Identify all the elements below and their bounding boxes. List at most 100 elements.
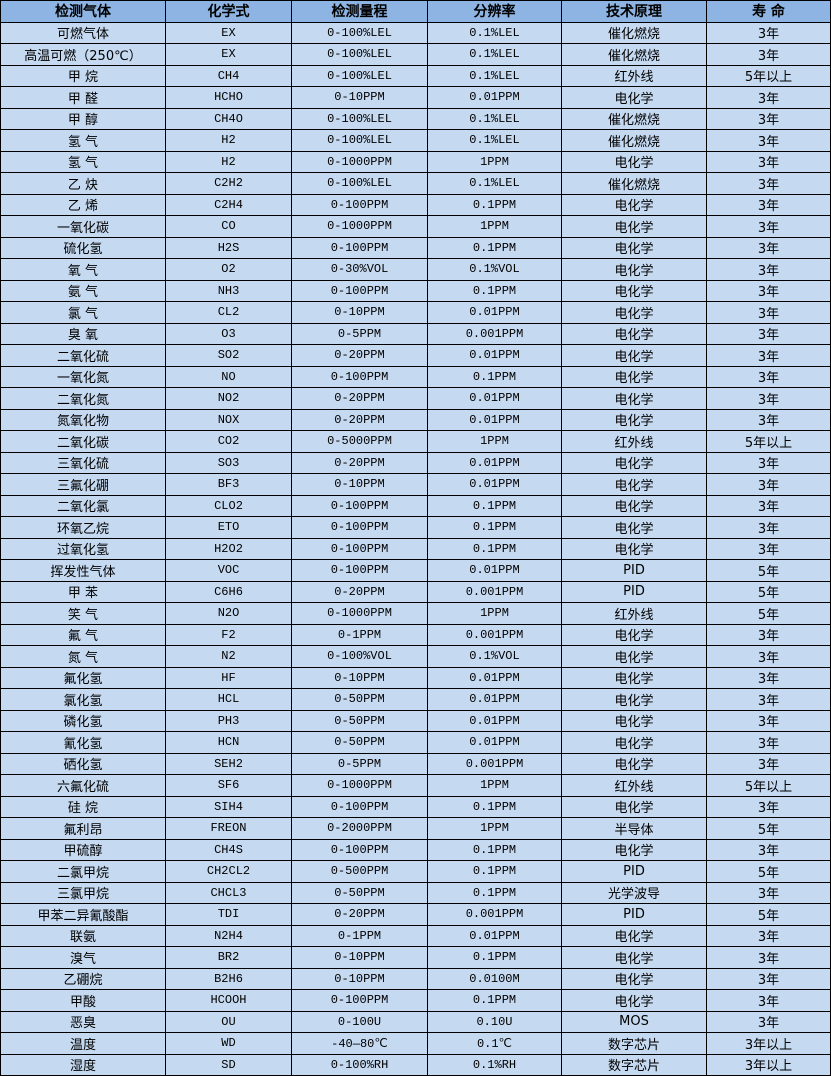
gas-cell: 过氧化氢 (0, 537, 166, 560)
table-row: 温度 WD -40—80℃ 0.1℃ 数字芯片 3年以上 (0, 1032, 831, 1055)
formula-cell: CLO2 (165, 494, 292, 517)
table-row: 氢 气 H2 0-100%LEL 0.1%LEL 催化燃烧 3年 (0, 129, 831, 152)
principle-cell: 电化学 (561, 344, 707, 367)
resolution-cell: 0.01PPM (427, 387, 562, 410)
principle-cell: MOS (561, 1010, 707, 1033)
formula-cell: SO2 (165, 344, 292, 367)
formula-cell: EX (165, 43, 292, 66)
formula-cell: H2O2 (165, 537, 292, 560)
resolution-cell: 0.1PPM (427, 946, 562, 969)
resolution-cell: 0.01PPM (427, 924, 562, 947)
resolution-cell: 0.001PPM (427, 580, 562, 603)
lifetime-cell: 3年 (706, 688, 831, 711)
gas-cell: 氯 气 (0, 301, 166, 324)
table-row: 氮氧化物 NOX 0-20PPM 0.01PPM 电化学 3年 (0, 408, 831, 431)
principle-cell: 电化学 (561, 279, 707, 302)
resolution-cell: 0.001PPM (427, 322, 562, 345)
range-cell: 0-20PPM (291, 451, 428, 474)
formula-cell: SIH4 (165, 795, 292, 818)
range-cell: 0-20PPM (291, 387, 428, 410)
range-cell: 0-100PPM (291, 193, 428, 216)
resolution-cell: 0.01PPM (427, 559, 562, 582)
principle-cell: 电化学 (561, 645, 707, 668)
resolution-cell: 0.1PPM (427, 989, 562, 1012)
lifetime-cell: 3年 (706, 322, 831, 345)
principle-cell: 催化燃烧 (561, 21, 707, 44)
lifetime-cell: 3年 (706, 709, 831, 732)
gas-cell: 高温可燃（250℃） (0, 43, 166, 66)
lifetime-cell: 3年 (706, 387, 831, 410)
formula-cell: CH4S (165, 838, 292, 861)
principle-cell: 电化学 (561, 451, 707, 474)
formula-cell: HF (165, 666, 292, 689)
gas-cell: 温度 (0, 1032, 166, 1055)
table-row: 甲 烷 CH4 0-100%LEL 0.1%LEL 红外线 5年以上 (0, 64, 831, 87)
gas-cell: 六氟化硫 (0, 774, 166, 797)
resolution-cell: 0.1%LEL (427, 129, 562, 152)
table-row: 三氧化硫 SO3 0-20PPM 0.01PPM 电化学 3年 (0, 451, 831, 474)
formula-cell: CL2 (165, 301, 292, 324)
lifetime-cell: 3年 (706, 967, 831, 990)
lifetime-cell: 3年以上 (706, 1032, 831, 1055)
lifetime-cell: 3年 (706, 172, 831, 195)
gas-cell: 笑 气 (0, 602, 166, 625)
formula-cell: NOX (165, 408, 292, 431)
range-cell: 0-10PPM (291, 473, 428, 496)
table-row: 高温可燃（250℃） EX 0-100%LEL 0.1%LEL 催化燃烧 3年 (0, 43, 831, 66)
header-gas: 检测气体 (0, 0, 166, 23)
lifetime-cell: 3年 (706, 408, 831, 431)
table-row: 甲 苯 C6H6 0-20PPM 0.001PPM PID 5年 (0, 580, 831, 603)
gas-cell: 二氯甲烷 (0, 860, 166, 883)
principle-cell: 催化燃烧 (561, 129, 707, 152)
principle-cell: 电化学 (561, 709, 707, 732)
table-row: 甲硫醇 CH4S 0-100PPM 0.1PPM 电化学 3年 (0, 838, 831, 861)
range-cell: 0-20PPM (291, 408, 428, 431)
range-cell: 0-100%LEL (291, 172, 428, 195)
range-cell: 0-10PPM (291, 967, 428, 990)
lifetime-cell: 3年 (706, 107, 831, 130)
range-cell: 0-100PPM (291, 279, 428, 302)
principle-cell: 电化学 (561, 473, 707, 496)
range-cell: 0-1PPM (291, 924, 428, 947)
gas-cell: 硫化氢 (0, 236, 166, 259)
formula-cell: CH4O (165, 107, 292, 130)
formula-cell: F2 (165, 623, 292, 646)
principle-cell: PID (561, 903, 707, 926)
lifetime-cell: 3年 (706, 666, 831, 689)
range-cell: 0-100%LEL (291, 64, 428, 87)
range-cell: 0-20PPM (291, 903, 428, 926)
principle-cell: 电化学 (561, 731, 707, 754)
resolution-cell: 0.01PPM (427, 688, 562, 711)
range-cell: 0-2000PPM (291, 817, 428, 840)
range-cell: -40—80℃ (291, 1032, 428, 1055)
principle-cell: 电化学 (561, 301, 707, 324)
resolution-cell: 0.1PPM (427, 516, 562, 539)
resolution-cell: 0.1PPM (427, 279, 562, 302)
range-cell: 0-100%VOL (291, 645, 428, 668)
table-row: 氰化氢 HCN 0-50PPM 0.01PPM 电化学 3年 (0, 731, 831, 754)
gas-cell: 乙硼烷 (0, 967, 166, 990)
resolution-cell: 0.1℃ (427, 1032, 562, 1055)
lifetime-cell: 3年 (706, 537, 831, 560)
range-cell: 0-100PPM (291, 838, 428, 861)
table-row: 二氯甲烷 CH2CL2 0-500PPM 0.1PPM PID 5年 (0, 860, 831, 883)
principle-cell: 电化学 (561, 215, 707, 238)
gas-cell: 氨 气 (0, 279, 166, 302)
gas-cell: 湿度 (0, 1053, 166, 1076)
range-cell: 0-10PPM (291, 301, 428, 324)
range-cell: 0-50PPM (291, 709, 428, 732)
formula-cell: HCOOH (165, 989, 292, 1012)
range-cell: 0-1PPM (291, 623, 428, 646)
lifetime-cell: 5年 (706, 817, 831, 840)
table-row: 硅 烷 SIH4 0-100PPM 0.1PPM 电化学 3年 (0, 795, 831, 818)
principle-cell: 电化学 (561, 838, 707, 861)
gas-cell: 一氧化碳 (0, 215, 166, 238)
principle-cell: 电化学 (561, 150, 707, 173)
table-row: 二氧化氯 CLO2 0-100PPM 0.1PPM 电化学 3年 (0, 494, 831, 517)
formula-cell: HCN (165, 731, 292, 754)
lifetime-cell: 3年 (706, 838, 831, 861)
gas-cell: 三氯甲烷 (0, 881, 166, 904)
gas-cell: 氯化氢 (0, 688, 166, 711)
table-row: 乙 烯 C2H4 0-100PPM 0.1PPM 电化学 3年 (0, 193, 831, 216)
resolution-cell: 0.01PPM (427, 709, 562, 732)
